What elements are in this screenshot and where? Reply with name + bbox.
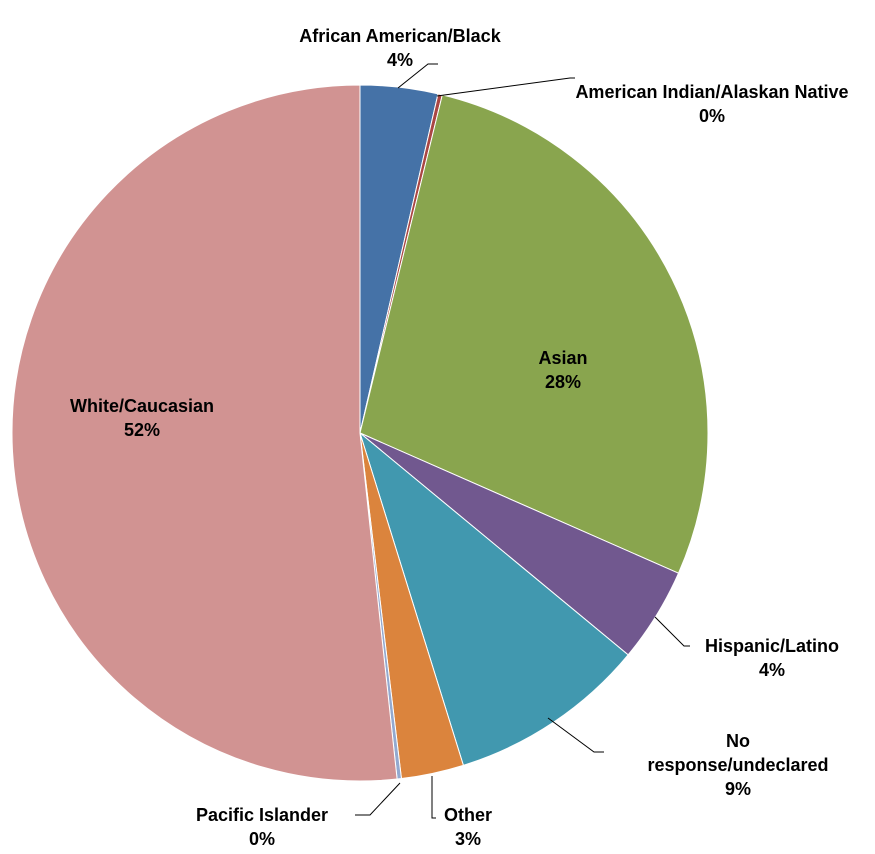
pie-slice [359,94,709,574]
category-label: American Indian/Alaskan Native [575,82,849,102]
value-label: 9% [724,779,751,799]
category-label: No response/undeclared [647,731,829,775]
data-label: Other 3% [444,803,492,851]
category-label: Pacific Islander [195,805,329,825]
data-label: White/Caucasian 52% [70,394,214,442]
value-label: 0% [248,829,276,849]
value-label: 0% [698,106,725,126]
leader-line [431,776,436,819]
value-label: 52% [123,420,161,440]
value-label: 3% [454,829,482,849]
leader-line [436,77,575,97]
category-label: Other [443,805,493,825]
data-label: Pacific Islander 0% [196,803,328,851]
category-label: White/Caucasian [69,396,215,416]
data-label: Asian 28% [538,346,587,394]
leader-line [654,616,690,647]
leader-line [547,717,604,753]
data-label: No response/undeclared 9% [647,729,828,801]
data-label: American Indian/Alaskan Native 0% [572,80,852,128]
leader-lines [355,63,690,819]
leader-line [397,63,438,89]
data-label: Hispanic/Latino 4% [705,634,839,682]
category-label: Hispanic/Latino [704,636,840,656]
category-label: Asian [538,348,588,368]
value-label: 4% [386,50,414,70]
category-label: African American/Black [299,26,501,46]
pie-slice [11,84,398,782]
value-label: 4% [758,660,786,680]
value-label: 28% [544,372,582,392]
data-label: African American/Black 4% [299,24,500,72]
leader-line [355,782,401,816]
